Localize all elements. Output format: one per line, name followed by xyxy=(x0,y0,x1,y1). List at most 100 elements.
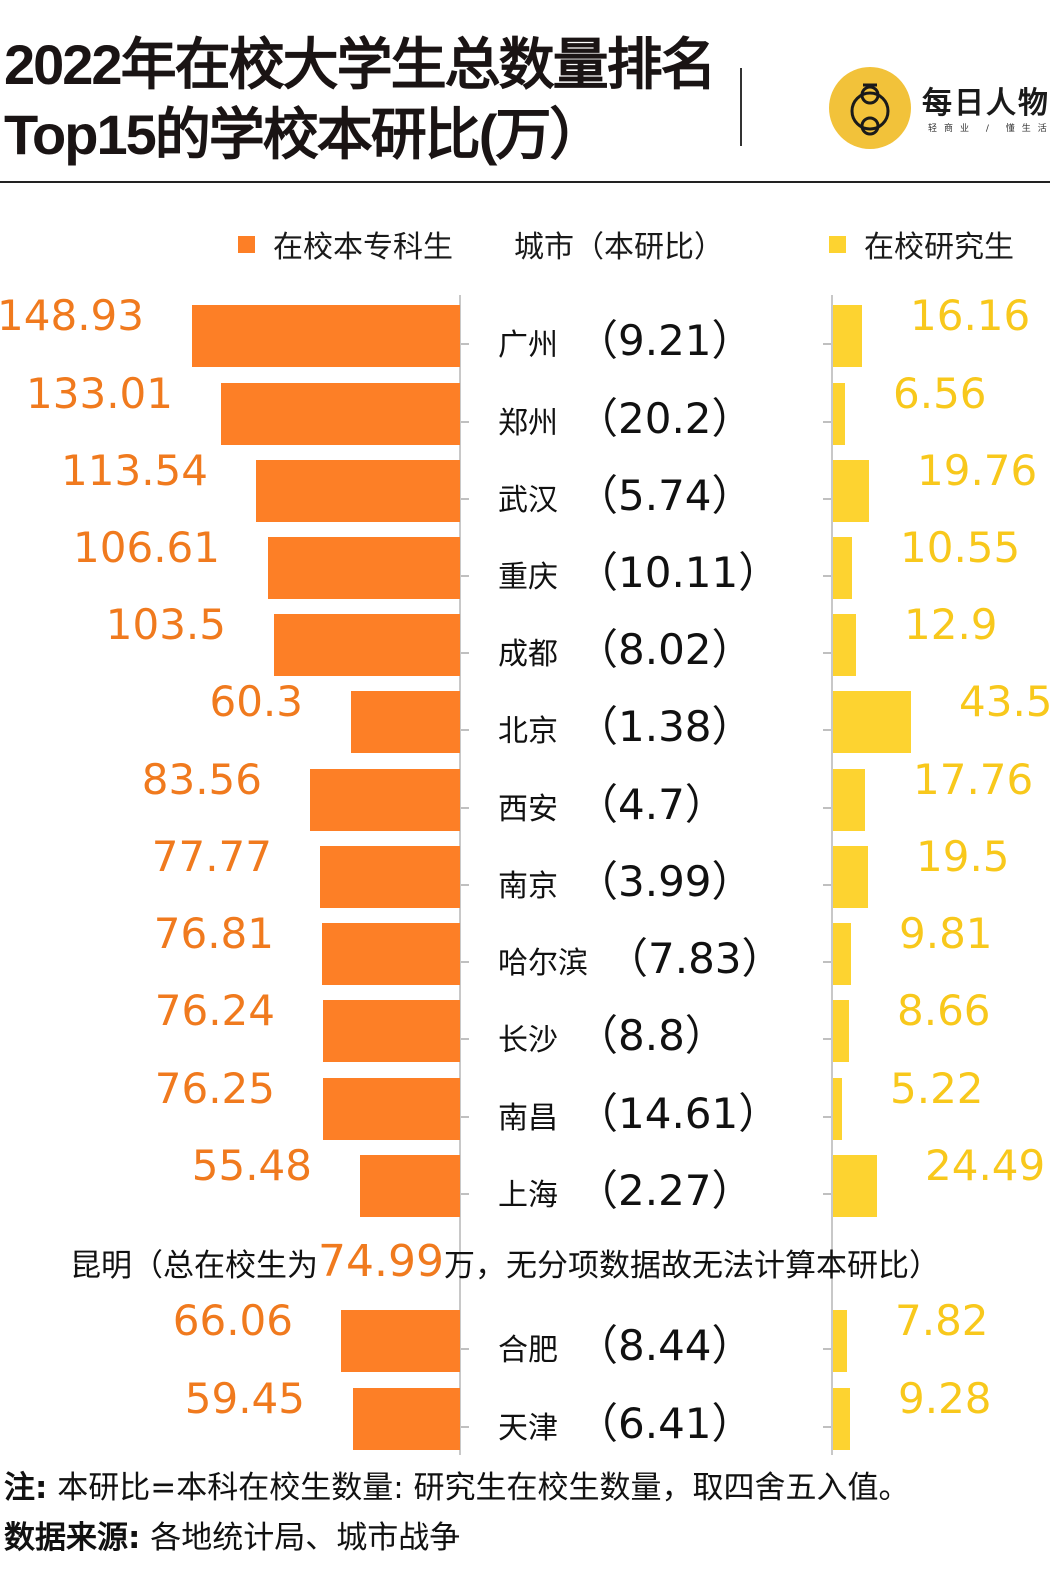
grad-bar xyxy=(833,846,868,908)
ratio-value: （14.61） xyxy=(576,1089,781,1138)
title-line-2: Top15的学校本研比(万） xyxy=(4,103,605,166)
grad-bar xyxy=(833,1388,850,1450)
legend-city-label: 城市（本研比） xyxy=(514,230,724,265)
logo-tagline: 轻商业 / 懂生活 xyxy=(928,124,1054,134)
header-divider xyxy=(740,68,742,146)
axis-tick xyxy=(461,1193,469,1195)
axis-tick xyxy=(461,729,469,731)
axis-tick xyxy=(461,498,469,500)
undergrad-value: 113.54 xyxy=(61,446,208,495)
ratio-value: （1.38） xyxy=(576,702,754,751)
kunming-annotation: 昆明（总在校生为74.99万，无分项数据故无法计算本研比） xyxy=(70,1236,940,1287)
axis-tick xyxy=(461,421,469,423)
axis-tick xyxy=(823,1116,831,1118)
footnote-label: 注: xyxy=(4,1470,48,1506)
ratio-value: （8.44） xyxy=(576,1321,754,1370)
city-label: 郑州 （20.2） xyxy=(498,385,754,446)
ratio-value: （20.2） xyxy=(576,394,754,443)
undergrad-bar xyxy=(351,691,460,753)
axis-tick xyxy=(823,1426,831,1428)
axis-tick xyxy=(461,1426,469,1428)
city-name: 南昌 xyxy=(498,1101,558,1136)
grad-value: 16.16 xyxy=(910,291,1031,340)
city-name: 重庆 xyxy=(498,560,558,595)
axis-tick xyxy=(461,807,469,809)
grad-bar xyxy=(833,769,865,831)
axis-tick xyxy=(461,884,469,886)
grad-value: 12.9 xyxy=(904,600,998,649)
city-label: 武汉 （5.74） xyxy=(498,462,754,523)
city-name: 长沙 xyxy=(498,1023,558,1058)
axis-tick xyxy=(823,961,831,963)
undergrad-bar xyxy=(192,305,460,367)
grad-value: 9.81 xyxy=(899,909,993,958)
axis-tick xyxy=(823,498,831,500)
footnote-text: 本研比=本科在校生数量: 研究生在校生数量，取四舍五入值。 xyxy=(47,1470,910,1506)
city-label: 成都 （8.02） xyxy=(498,616,754,677)
grad-bar xyxy=(833,1310,847,1372)
grad-value: 5.22 xyxy=(890,1064,984,1113)
city-name: 哈尔滨 xyxy=(498,946,588,981)
city-label: 广州 （9.21） xyxy=(498,307,754,368)
undergrad-bar xyxy=(320,846,460,908)
undergrad-value: 77.77 xyxy=(151,832,272,881)
grad-value: 6.56 xyxy=(893,369,987,418)
axis-tick xyxy=(823,575,831,577)
grad-bar xyxy=(833,305,862,367)
city-label: 长沙 （8.8） xyxy=(498,1002,727,1063)
city-label: 哈尔滨 （7.83） xyxy=(498,925,784,986)
undergrad-value: 83.56 xyxy=(141,755,262,804)
city-name: 成都 xyxy=(498,637,558,672)
undergrad-swatch-icon xyxy=(238,235,255,253)
ratio-value: （6.41） xyxy=(576,1399,754,1448)
grad-value: 10.55 xyxy=(900,523,1021,572)
grad-bar xyxy=(833,537,852,599)
undergrad-bar xyxy=(323,1078,460,1140)
axis-tick xyxy=(823,884,831,886)
legend-undergrad-label: 在校本专科生 xyxy=(273,230,453,265)
data-source: 数据来源: 各地统计局、城市战争 xyxy=(4,1512,460,1557)
city-label: 重庆 （10.11） xyxy=(498,539,780,600)
undergrad-bar xyxy=(323,1000,460,1062)
page-title: 2022年在校大学生总数量排名 Top15的学校本研比(万） xyxy=(4,30,717,170)
grad-value: 24.49 xyxy=(925,1141,1046,1190)
undergrad-bar xyxy=(353,1388,460,1450)
axis-tick xyxy=(823,1193,831,1195)
title-line-1: 2022年在校大学生总数量排名 xyxy=(4,33,717,96)
undergrad-value: 59.45 xyxy=(184,1374,305,1423)
grad-bar xyxy=(833,691,911,753)
undergrad-bar xyxy=(310,769,460,831)
ratio-value: （5.74） xyxy=(576,471,754,520)
axis-tick xyxy=(823,807,831,809)
grad-bar xyxy=(833,1078,842,1140)
city-name: 合肥 xyxy=(498,1333,558,1368)
grad-value: 9.28 xyxy=(898,1374,992,1423)
grad-value: 19.76 xyxy=(917,446,1038,495)
undergrad-value: 76.81 xyxy=(153,909,274,958)
axis-tick xyxy=(823,1348,831,1350)
undergrad-value: 66.06 xyxy=(172,1296,293,1345)
axis-tick xyxy=(823,652,831,654)
city-name: 武汉 xyxy=(498,483,558,518)
city-name: 北京 xyxy=(498,714,558,749)
city-name: 天津 xyxy=(498,1411,558,1446)
undergrad-value: 76.24 xyxy=(154,986,275,1035)
grad-bar xyxy=(833,383,845,445)
grad-bar xyxy=(833,614,856,676)
city-label: 合肥 （8.44） xyxy=(498,1312,754,1373)
city-name: 郑州 xyxy=(498,406,558,441)
city-label: 上海 （2.27） xyxy=(498,1157,754,1218)
undergrad-value: 103.5 xyxy=(105,600,226,649)
legend-grad: 在校研究生 xyxy=(829,222,1014,266)
ratio-value: （8.02） xyxy=(576,625,754,674)
undergrad-value: 60.3 xyxy=(209,677,303,726)
axis-tick xyxy=(823,1038,831,1040)
undergrad-bar xyxy=(341,1310,460,1372)
city-label: 北京 （1.38） xyxy=(498,693,754,754)
axis-tick xyxy=(461,1038,469,1040)
axis-tick xyxy=(461,961,469,963)
undergrad-bar xyxy=(322,923,460,985)
undergrad-value: 148.93 xyxy=(0,291,144,340)
city-label: 南京 （3.99） xyxy=(498,848,754,909)
ratio-value: （3.99） xyxy=(576,857,754,906)
